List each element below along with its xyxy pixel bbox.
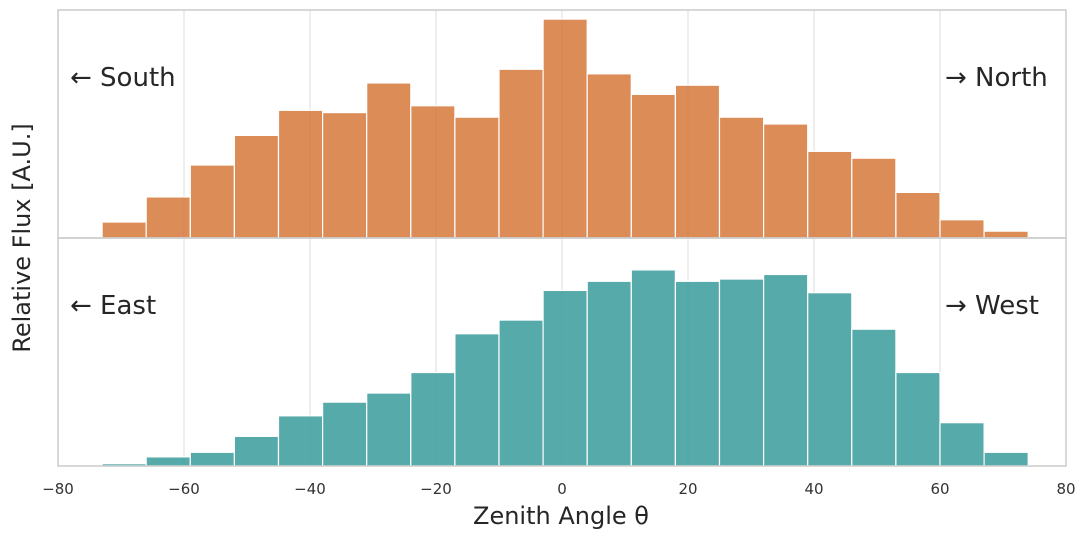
panel1-bar xyxy=(630,93,676,239)
panel1-bar xyxy=(498,68,544,239)
panel2-frame xyxy=(57,237,1067,467)
panel2-bar xyxy=(895,371,941,467)
panel1-bar xyxy=(762,123,809,239)
x-tick-label: 40 xyxy=(804,480,823,498)
panel2-bar xyxy=(851,328,897,467)
panel2-bar xyxy=(807,292,853,467)
panel1-bar xyxy=(454,116,500,239)
panel2-bar xyxy=(630,269,676,467)
x-tick-label: −20 xyxy=(420,480,452,498)
panel1-bar xyxy=(145,196,191,239)
y-axis-title: Relative Flux [A.U.] xyxy=(8,123,36,352)
panel1-bar xyxy=(674,84,721,239)
panel2-bar xyxy=(939,422,985,467)
panel2-bar xyxy=(762,273,809,467)
x-tick-label: 20 xyxy=(678,480,697,498)
axes-frame xyxy=(57,9,1067,467)
panel1-bar xyxy=(983,230,1029,239)
x-tick-label: −80 xyxy=(42,480,74,498)
bars xyxy=(101,18,1029,467)
panel2-bar xyxy=(366,392,412,467)
panel2-right-label: → West xyxy=(945,291,1039,321)
x-axis-title: Zenith Angle θ xyxy=(473,502,649,530)
panel2-bar xyxy=(322,401,368,467)
x-tick-label: −40 xyxy=(294,480,326,498)
x-tick-labels: −80 −60 −40 −20 0 20 40 60 80 xyxy=(42,480,1075,498)
x-tick-label: −60 xyxy=(168,480,200,498)
panel1-bar xyxy=(410,105,456,239)
panel2-bar xyxy=(145,456,191,467)
panel1-bar xyxy=(895,191,941,239)
panel2-bar xyxy=(277,415,324,467)
x-tick-label: 80 xyxy=(1056,480,1075,498)
panel2-bar xyxy=(542,289,588,467)
panel2-bar xyxy=(718,278,765,467)
panel1-bar xyxy=(233,134,280,239)
panel2-bar xyxy=(983,451,1029,467)
panel1-left-label: ← South xyxy=(70,63,176,93)
panel1-bar xyxy=(718,116,765,239)
panel1-bar xyxy=(542,18,588,239)
panel1-bar xyxy=(939,219,985,239)
x-tick-label: 60 xyxy=(930,480,949,498)
panel1-bar xyxy=(851,157,897,239)
panel1-bar xyxy=(586,73,632,239)
panel2-left-label: ← East xyxy=(70,291,156,321)
panel1-bar xyxy=(366,82,412,239)
panel1-bar xyxy=(322,111,368,239)
panel2-bar xyxy=(189,451,236,467)
panel2-bar xyxy=(586,280,632,467)
panel2-bar xyxy=(410,371,456,467)
panel1-bar xyxy=(101,221,147,239)
panel1-bar xyxy=(807,150,853,239)
panel1-bar xyxy=(189,164,236,239)
panel2-bar xyxy=(233,435,280,467)
panel1-right-label: → North xyxy=(945,63,1048,93)
panel2-bar xyxy=(454,333,500,467)
panel2-bar xyxy=(674,280,721,467)
panel2-bar xyxy=(498,319,544,467)
panel1-bar xyxy=(277,109,324,239)
x-tick-label: 0 xyxy=(557,480,567,498)
